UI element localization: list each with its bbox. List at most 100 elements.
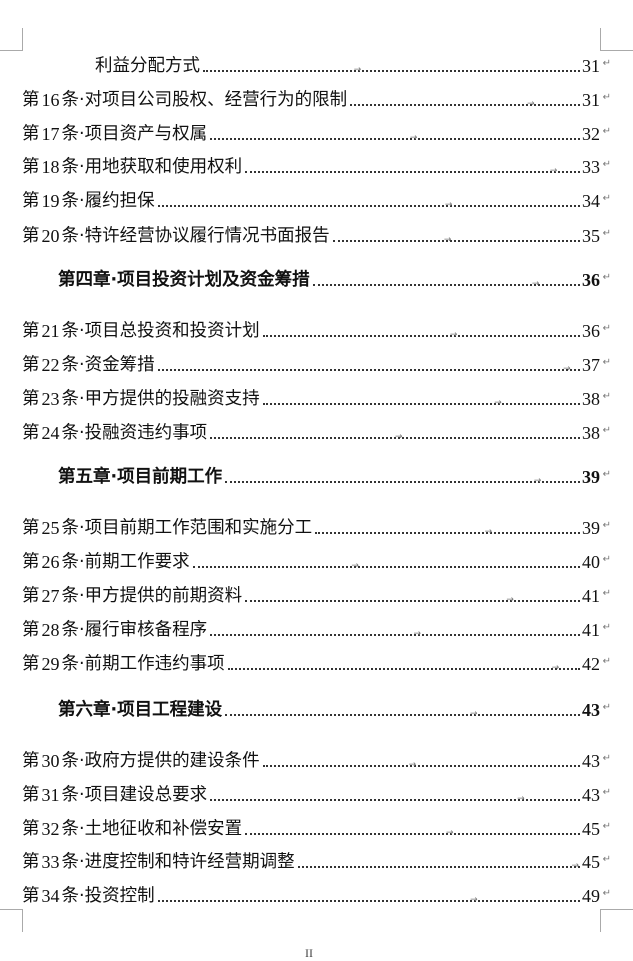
article-number: 26 [41,552,60,572]
entry-title: 第六章·项目工程建设 [58,700,223,720]
dot-leader: → [157,895,580,905]
tab-mark-icon: → [446,828,454,838]
paragraph-mark-icon: ↵ [602,787,611,798]
paragraph-mark-icon: ↵ [602,854,611,865]
article-number: 20 [41,226,60,246]
toc-entry[interactable]: 利益分配方式 → 31 ↵ [22,53,611,77]
toc-chapter-entry[interactable]: 第五章·项目前期工作 → 39 ↵ [22,464,611,488]
paragraph-mark-icon: ↵ [602,357,611,368]
toc-entry[interactable]: 第 32 条· 土地征收和补偿安置 → 45 ↵ [22,816,611,840]
dot-leader: → [245,828,580,838]
tab-mark-icon: → [549,166,558,176]
article-suffix: 条· [61,157,85,177]
article-suffix: 条· [61,90,85,110]
article-number: 33 [41,852,60,872]
paragraph-mark-icon: ↵ [602,425,611,436]
toc-entry[interactable]: 第 30 条· 政府方提供的建设条件 → 43 ↵ [22,748,611,772]
article-number: 23 [41,389,60,409]
entry-title: 第五章·项目前期工作 [58,467,223,487]
toc-chapter-entry[interactable]: 第四章·项目投资计划及资金筹措 → 36 ↵ [22,267,611,291]
article-number: 18 [41,157,60,177]
toc-entry[interactable]: 第 16 条· 对项目公司股权、经营行为的限制 → 31 ↵ [22,87,611,111]
dot-leader: → [350,99,580,109]
article-suffix: 条· [61,552,85,572]
toc-entry[interactable]: 第 29 条· 前期工作违约事项 → 42 ↵ [22,651,611,675]
entry-title: 前期工作违约事项 [84,654,225,674]
dot-leader: → [225,476,580,486]
toc-entry[interactable]: 第 34 条· 投资控制 → 49 ↵ [22,883,611,907]
page-number: 34 [582,191,600,211]
tab-mark-icon: → [527,99,535,109]
article-number: 28 [41,620,60,640]
article-suffix: 条· [61,751,85,771]
toc-entry[interactable]: 第 25 条· 项目前期工作范围和实施分工 → 39 ↵ [22,515,611,539]
margin-mark-bottom-right [600,909,633,932]
dot-leader: → [245,595,580,605]
toc-entry[interactable]: 第 24 条· 投融资违约事项 → 38 ↵ [22,420,611,444]
paragraph-mark-icon: ↵ [602,469,611,480]
article-suffix: 条· [61,124,85,144]
article-number: 22 [41,355,60,375]
article-number: 34 [41,886,60,906]
dot-leader: → [192,561,580,571]
toc-entry[interactable]: 第 20 条· 特许经营协议履行情况书面报告 → 35 ↵ [22,223,611,247]
toc-entry[interactable]: 第 19 条· 履约担保 → 34 ↵ [22,188,611,212]
article-prefix: 第 [22,852,40,872]
entry-title: 履行审核备程序 [84,620,208,640]
article-suffix: 条· [61,389,85,409]
article-number: 30 [41,751,60,771]
article-number: 16 [41,90,60,110]
tab-mark-icon: → [413,629,422,639]
page-number: 45 [582,819,600,839]
paragraph-mark-icon: ↵ [602,391,611,402]
toc-entry[interactable]: 第 28 条· 履行审核备程序 → 41 ↵ [22,617,611,641]
article-prefix: 第 [22,751,40,771]
article-suffix: 条· [61,852,85,872]
page-number: 36 [582,270,600,290]
toc-entry[interactable]: 第 31 条· 项目建设总要求 → 43 ↵ [22,782,611,806]
toc-entry[interactable]: 第 23 条· 甲方提供的投融资支持 → 38 ↵ [22,386,611,410]
entry-title: 资金筹措 [84,355,155,375]
article-suffix: 条· [61,620,85,640]
page-number: 49 [582,886,600,906]
entry-title: 投资控制 [84,886,155,906]
toc-entry[interactable]: 第 27 条· 甲方提供的前期资料 → 41 ↵ [22,583,611,607]
page-number: 38 [582,423,600,443]
paragraph-mark-icon: ↵ [602,821,611,832]
tab-mark-icon: → [531,279,540,289]
entry-title: 甲方提供的投融资支持 [84,389,260,409]
paragraph-mark-icon: ↵ [602,193,611,204]
toc-entry[interactable]: 第 26 条· 前期工作要求 → 40 ↵ [22,549,611,573]
article-prefix: 第 [22,552,40,572]
page-number: 43 [582,700,600,720]
page-number: 38 [582,389,600,409]
dot-leader: → [262,398,580,408]
tab-mark-icon: → [494,398,502,408]
dot-leader: → [203,65,580,75]
article-suffix: 条· [61,819,85,839]
article-prefix: 第 [22,586,40,606]
page-number: 42 [582,654,600,674]
toc-entry[interactable]: 第 17 条· 项目资产与权属 → 32 ↵ [22,121,611,145]
article-prefix: 第 [22,620,40,640]
article-number: 31 [41,785,60,805]
dot-leader: → [157,200,580,210]
tab-mark-icon: → [395,432,403,442]
tab-mark-icon: → [551,663,560,673]
toc-chapter-entry[interactable]: 第六章·项目工程建设 → 43 ↵ [22,697,611,721]
toc-entry[interactable]: 第 22 条· 资金筹措 → 37 ↵ [22,352,611,376]
paragraph-mark-icon: ↵ [602,58,611,69]
toc-entry[interactable]: 第 33 条· 进度控制和特许经营期调整 → 45 ↵ [22,849,611,873]
entry-title: 项目建设总要求 [84,785,208,805]
tab-mark-icon: → [444,200,453,210]
article-number: 27 [41,586,60,606]
paragraph-mark-icon: ↵ [602,323,611,334]
toc-entry[interactable]: 第 18 条· 用地获取和使用权利 → 33 ↵ [22,154,611,178]
page-number: 31 [582,56,600,76]
entry-title: 用地获取和使用权利 [84,157,243,177]
toc-entry[interactable]: 第 21 条· 项目总投资和投资计划 → 36 ↵ [22,318,611,342]
page-number: 40 [582,552,600,572]
entry-title: 项目资产与权属 [84,124,208,144]
article-suffix: 条· [61,226,85,246]
article-prefix: 第 [22,157,40,177]
